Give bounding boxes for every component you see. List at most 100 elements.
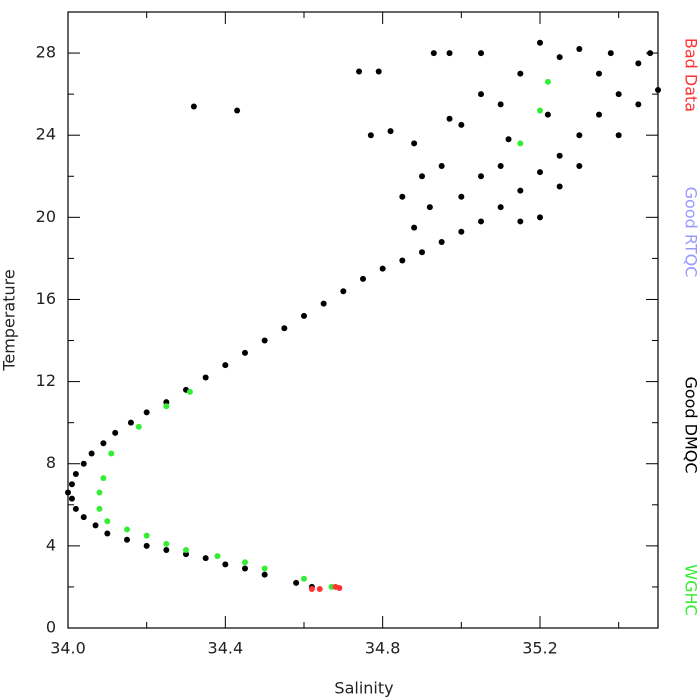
data-point xyxy=(655,87,661,94)
data-point xyxy=(242,565,248,572)
legend-entry: Good RTQC xyxy=(682,187,700,278)
data-point xyxy=(419,173,425,180)
data-point xyxy=(497,204,504,211)
data-point xyxy=(222,362,229,369)
data-point xyxy=(399,193,406,200)
data-point xyxy=(446,115,453,122)
data-point xyxy=(96,505,103,512)
y-tick-label: 12 xyxy=(36,371,56,390)
data-point xyxy=(301,312,307,319)
x-tick-label: 35.2 xyxy=(522,639,558,658)
y-tick-label: 20 xyxy=(36,207,56,226)
data-point xyxy=(92,522,99,529)
data-point xyxy=(163,399,170,406)
x-tick-label: 34.4 xyxy=(208,639,244,658)
data-point xyxy=(222,561,229,568)
data-point xyxy=(163,403,170,410)
data-point xyxy=(375,68,382,75)
data-point xyxy=(301,575,307,582)
data-point xyxy=(143,542,150,549)
data-point xyxy=(112,429,119,436)
data-point xyxy=(88,450,95,457)
data-point xyxy=(576,163,583,169)
data-point xyxy=(68,495,75,502)
data-point xyxy=(458,193,465,200)
data-point xyxy=(399,257,406,264)
data-point xyxy=(379,265,386,272)
data-point xyxy=(505,136,512,143)
data-point xyxy=(426,204,433,211)
x-tick-label: 34.8 xyxy=(365,639,401,658)
data-point xyxy=(135,423,142,430)
data-point xyxy=(104,530,111,537)
data-point xyxy=(261,337,268,344)
data-point xyxy=(635,60,642,67)
data-point xyxy=(458,228,465,235)
data-point xyxy=(517,70,524,77)
data-point xyxy=(316,585,323,592)
data-point xyxy=(234,107,241,114)
data-point xyxy=(261,565,268,572)
data-point xyxy=(537,107,543,114)
data-point xyxy=(478,91,484,98)
data-point xyxy=(183,551,189,558)
data-point xyxy=(438,238,445,245)
data-point xyxy=(72,505,79,512)
data-point xyxy=(100,475,107,482)
data-point xyxy=(458,121,465,128)
data-point xyxy=(320,300,327,307)
data-point xyxy=(242,559,248,566)
data-point xyxy=(607,50,614,57)
data-point xyxy=(214,553,221,560)
data-point xyxy=(80,460,87,467)
data-point xyxy=(104,518,111,525)
data-point xyxy=(478,50,484,57)
data-point xyxy=(96,489,103,496)
data-point xyxy=(411,224,418,231)
y-tick-label: 8 xyxy=(46,453,56,472)
data-point xyxy=(576,45,583,52)
data-point xyxy=(68,481,75,488)
data-point xyxy=(438,163,445,169)
data-point xyxy=(261,571,268,578)
y-axis-label: Temperature xyxy=(0,269,19,371)
data-point xyxy=(367,132,374,139)
data-point xyxy=(517,187,524,194)
data-point xyxy=(108,450,115,457)
y-tick-label: 0 xyxy=(46,618,56,637)
x-tick-label: 34.0 xyxy=(50,639,86,658)
data-point xyxy=(556,183,563,190)
data-point xyxy=(537,214,543,221)
data-point xyxy=(186,388,193,395)
data-point xyxy=(163,540,170,547)
data-point xyxy=(387,128,394,135)
data-point xyxy=(411,140,418,147)
data-point xyxy=(615,91,622,98)
x-axis-label: Salinity xyxy=(334,679,393,698)
data-point xyxy=(336,584,343,591)
data-point xyxy=(124,536,130,543)
legend-entry: WGHC xyxy=(682,564,700,615)
data-point xyxy=(537,39,543,46)
legend-entry: Good DMQC xyxy=(682,376,700,473)
data-point xyxy=(80,514,87,521)
data-point xyxy=(576,132,583,139)
y-tick-label: 16 xyxy=(36,289,56,308)
data-point xyxy=(497,163,504,169)
data-point xyxy=(537,169,543,176)
data-point xyxy=(202,555,209,562)
data-point xyxy=(596,111,602,118)
data-point xyxy=(143,532,150,539)
data-point xyxy=(242,349,248,356)
data-point xyxy=(190,103,197,110)
data-point xyxy=(544,111,551,118)
data-point xyxy=(478,173,484,180)
data-point xyxy=(615,132,622,139)
data-point xyxy=(143,409,150,416)
data-point xyxy=(356,68,363,75)
legend-entry: Bad Data xyxy=(682,38,700,112)
data-point xyxy=(308,585,315,592)
data-point xyxy=(124,526,130,533)
data-point xyxy=(497,101,504,108)
